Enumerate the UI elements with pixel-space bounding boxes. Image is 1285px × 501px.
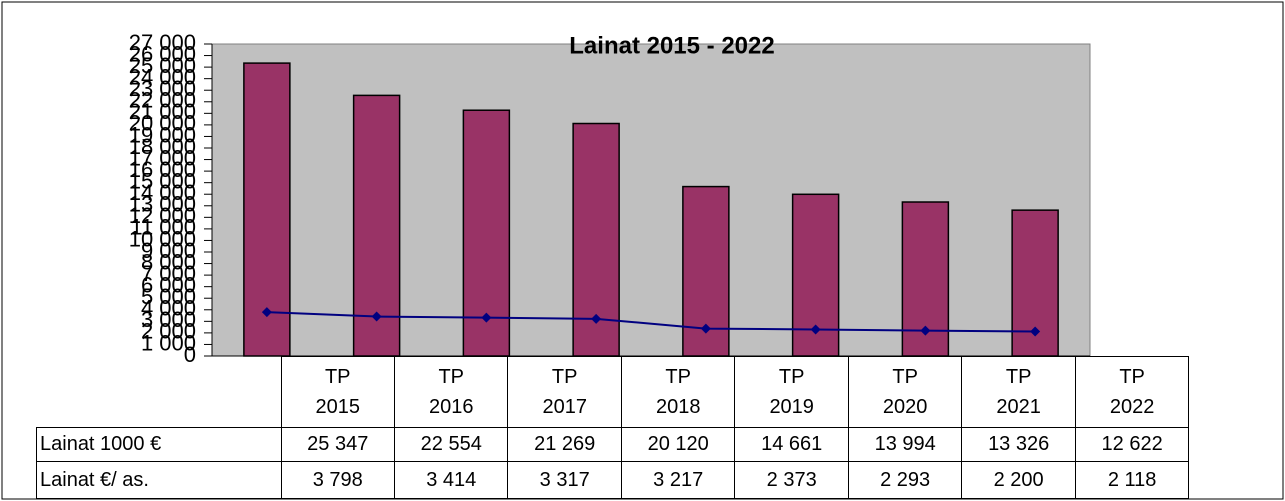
marker [1030, 326, 1041, 337]
marker [591, 313, 602, 324]
y-tick-label: 11 000 [130, 215, 196, 240]
table-value: 3 217 [620, 461, 736, 499]
y-tick-label: 16 000 [129, 157, 196, 182]
y-tick-label: 6 000 [141, 272, 196, 297]
marker [261, 307, 272, 318]
table-row: TP 2015 TP 2016 TP 2017 TP 2018 TP 2019 TP 20… [37, 356, 1190, 428]
y-tick-label: 1 000 [141, 330, 196, 355]
series-name: Lainat €/ as. [36, 461, 282, 499]
y-tick-label: 3 000 [141, 307, 196, 332]
table-value: 25 347 [280, 427, 395, 462]
y-tick-label: 25 000 [129, 53, 196, 78]
table-row: Lainat €/ as. 3 798 3 414 3 317 3 217 2 373 2 … [36, 461, 1190, 499]
y-tick-label: 22 000 [129, 88, 196, 113]
y-tick-label: 14 000 [129, 180, 196, 205]
table-value: 3 414 [393, 461, 509, 499]
y-tick-label: 4 000 [141, 296, 196, 321]
marker [481, 312, 492, 323]
table-value: 13 994 [847, 427, 963, 462]
table-value: 22 554 [393, 427, 509, 462]
chart-title: Lainat 2015 - 2022 [569, 32, 774, 59]
line [266, 311, 1036, 333]
y-tick-label: 5 000 [141, 284, 196, 309]
y-tick-label: 2 000 [141, 319, 196, 344]
y-tick-label: 26 000 [129, 41, 196, 66]
y-tick-label: 23 000 [129, 76, 196, 101]
table-value: 2 293 [847, 461, 963, 499]
table-blank [37, 357, 282, 428]
y-tick-label: 0 [184, 342, 196, 367]
table-value: 3 317 [507, 461, 622, 499]
x-tick-label: TP 2018 [620, 356, 736, 428]
x-tick-label: TP 2022 [1074, 356, 1190, 428]
x-tick-label: TP 2015 [280, 356, 395, 428]
marker [810, 324, 821, 335]
data-table: TP 2015 TP 2016 TP 2017 TP 2018 TP 2019 TP 20… [36, 356, 1190, 499]
y-tick-label: 15 000 [129, 168, 196, 193]
y-tick-label: 17 000 [129, 145, 196, 170]
table-value: 20 120 [620, 427, 736, 462]
x-tick-label: TP 2016 [393, 356, 509, 428]
y-tick-label: 24 000 [129, 64, 196, 89]
marker [920, 325, 931, 336]
marker [700, 323, 711, 334]
table-value: 14 661 [734, 427, 849, 462]
y-tick-label: 12 000 [129, 203, 196, 228]
table-row: Lainat 1000 €25 347 22 554 21 269 20 120 14 … [36, 427, 1190, 462]
y-tick-label: 13 000 [129, 192, 196, 217]
plot-area [211, 43, 1091, 357]
x-tick-label: TP 2021 [961, 356, 1076, 428]
y-tick-label: 27 000 [129, 30, 196, 55]
y-tick-label: 19 000 [129, 122, 196, 147]
y-tick-label: 18 000 [129, 134, 196, 159]
table-value: 3 798 [280, 461, 395, 499]
x-tick-label: TP 2017 [507, 356, 622, 428]
table-value: 2 200 [961, 461, 1076, 499]
series-name: Lainat 1000 € [36, 427, 282, 462]
x-tick-label: TP 2019 [734, 356, 849, 428]
table-value: 13 326 [961, 427, 1076, 462]
x-tick-label: TP 2020 [847, 356, 963, 428]
y-tick-label: 7 000 [141, 261, 196, 286]
y-tick-label: 20 000 [129, 111, 196, 136]
y-tick-label: 21 000 [129, 99, 196, 124]
table-value: 2 118 [1074, 461, 1190, 499]
y-tick-label: 9 000 [141, 238, 196, 263]
y-tick-label: 8 000 [141, 249, 196, 274]
marker [371, 311, 382, 322]
y-tick-label: 10 000 [129, 226, 196, 251]
table-value: 21 269 [507, 427, 622, 462]
table-value: 2 373 [734, 461, 849, 499]
table-value: 12 622 [1074, 427, 1190, 462]
